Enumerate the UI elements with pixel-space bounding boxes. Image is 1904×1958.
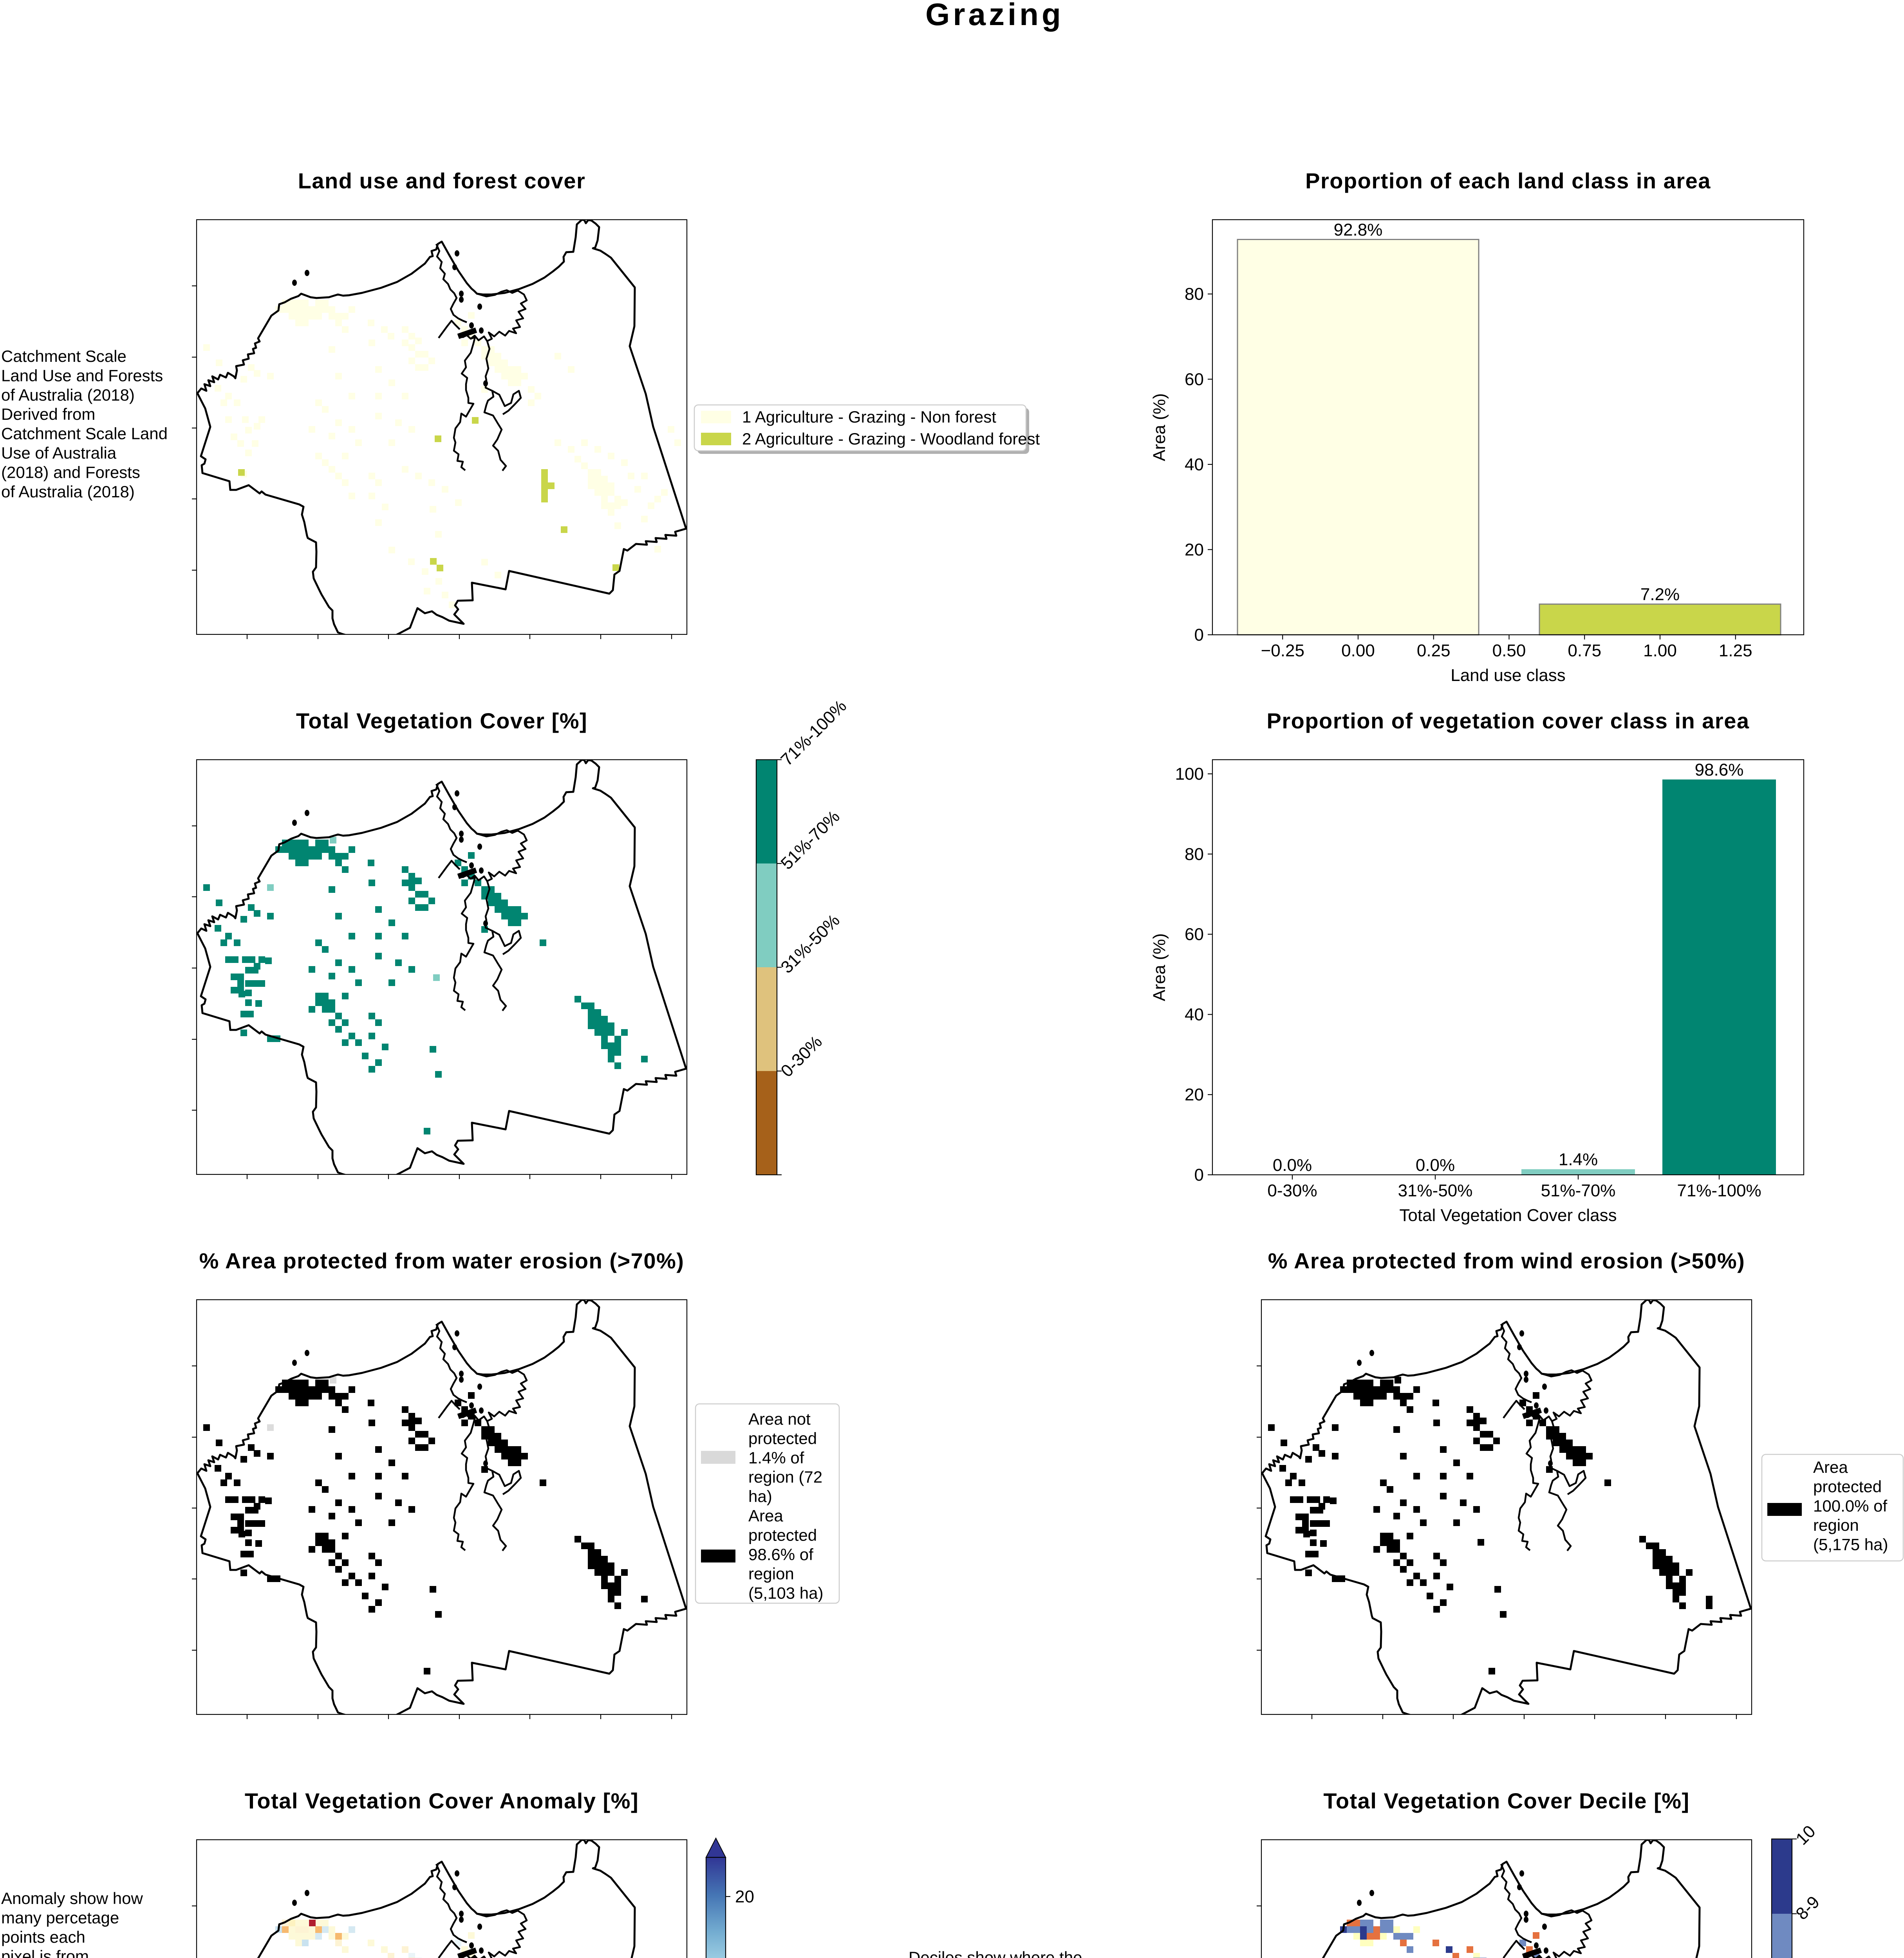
svg-text:20: 20 <box>1185 540 1204 559</box>
svg-text:Area: Area <box>748 1506 783 1525</box>
svg-text:40: 40 <box>1185 1005 1204 1024</box>
svg-text:Grazing: Grazing <box>925 0 1064 32</box>
svg-text:0.75: 0.75 <box>1568 641 1601 660</box>
svg-text:1.00: 1.00 <box>1643 641 1677 660</box>
svg-text:100: 100 <box>1175 764 1204 784</box>
svg-text:0.50: 0.50 <box>1492 641 1526 660</box>
svg-text:region: region <box>748 1564 794 1583</box>
svg-text:protected: protected <box>748 1429 817 1447</box>
svg-text:pixel is from: pixel is from <box>1 1947 89 1958</box>
svg-text:2 Agriculture - Grazing - Wood: 2 Agriculture - Grazing - Woodland fores… <box>742 430 1040 448</box>
svg-text:Area not: Area not <box>748 1410 811 1428</box>
svg-text:98.6% of: 98.6% of <box>748 1545 813 1564</box>
svg-text:0.00: 0.00 <box>1341 641 1375 660</box>
svg-text:Land use and forest cover: Land use and forest cover <box>298 168 586 193</box>
svg-text:% Area protected from water er: % Area protected from water erosion (>70… <box>199 1248 685 1273</box>
svg-text:(5,103 ha): (5,103 ha) <box>748 1584 823 1602</box>
svg-text:7.2%: 7.2% <box>1640 585 1680 604</box>
svg-text:protected: protected <box>748 1526 817 1544</box>
svg-text:20: 20 <box>1185 1085 1204 1104</box>
svg-text:Catchment Scale: Catchment Scale <box>1 347 126 365</box>
svg-text:Area: Area <box>1813 1458 1848 1476</box>
svg-text:Derived from: Derived from <box>1 405 95 423</box>
svg-text:Proportion of vegetation cover: Proportion of vegetation cover class in … <box>1266 708 1749 733</box>
svg-text:20: 20 <box>735 1887 754 1906</box>
svg-text:71%-100%: 71%-100% <box>1677 1181 1761 1200</box>
svg-text:Land use class: Land use class <box>1451 666 1566 685</box>
svg-text:of Australia (2018): of Australia (2018) <box>1 386 135 404</box>
svg-text:−0.25: −0.25 <box>1261 641 1304 660</box>
svg-text:Catchment Scale Land: Catchment Scale Land <box>1 424 168 443</box>
svg-text:ha): ha) <box>748 1487 772 1506</box>
svg-text:31%-50%: 31%-50% <box>1398 1181 1473 1200</box>
svg-text:51%-70%: 51%-70% <box>1541 1181 1616 1200</box>
svg-text:1.25: 1.25 <box>1719 641 1752 660</box>
svg-text:(2018) and Forests: (2018) and Forests <box>1 463 140 481</box>
svg-text:Deciles show where the: Deciles show where the <box>909 1948 1082 1958</box>
svg-text:92.8%: 92.8% <box>1334 220 1383 239</box>
svg-text:0-30%: 0-30% <box>1267 1181 1317 1200</box>
svg-text:Area (%): Area (%) <box>1150 933 1169 1001</box>
svg-text:(5,175 ha): (5,175 ha) <box>1813 1535 1888 1554</box>
svg-text:60: 60 <box>1185 370 1204 389</box>
svg-text:Total Vegetation Cover class: Total Vegetation Cover class <box>1399 1206 1617 1225</box>
svg-text:0: 0 <box>1194 625 1204 645</box>
svg-text:many percetage: many percetage <box>1 1908 119 1927</box>
svg-text:Use of Australia: Use of Australia <box>1 444 117 462</box>
svg-text:40: 40 <box>1185 455 1204 474</box>
svg-text:80: 80 <box>1185 845 1204 864</box>
svg-text:Anomaly show how: Anomaly show how <box>1 1889 143 1907</box>
svg-text:80: 80 <box>1185 285 1204 304</box>
svg-text:1.4% of: 1.4% of <box>748 1449 804 1467</box>
svg-text:Total Vegetation Cover [%]: Total Vegetation Cover [%] <box>296 708 587 733</box>
svg-text:Area (%): Area (%) <box>1150 393 1169 461</box>
svg-text:% Area protected from wind ero: % Area protected from wind erosion (>50%… <box>1268 1248 1745 1273</box>
svg-text:Proportion of each land class: Proportion of each land class in area <box>1305 168 1711 193</box>
svg-text:100.0% of: 100.0% of <box>1813 1497 1887 1515</box>
svg-text:1 Agriculture - Grazing - Non: 1 Agriculture - Grazing - Non forest <box>742 408 996 426</box>
svg-text:0: 0 <box>1194 1165 1204 1185</box>
svg-text:98.6%: 98.6% <box>1695 760 1744 779</box>
svg-text:60: 60 <box>1185 925 1204 944</box>
svg-text:0.0%: 0.0% <box>1273 1156 1312 1175</box>
svg-text:1.4%: 1.4% <box>1559 1150 1598 1169</box>
svg-text:points each: points each <box>1 1928 85 1946</box>
svg-text:of Australia (2018): of Australia (2018) <box>1 482 135 501</box>
svg-text:Land Use and Forests: Land Use and Forests <box>1 366 163 385</box>
svg-text:protected: protected <box>1813 1477 1882 1496</box>
svg-text:region (72: region (72 <box>748 1468 822 1486</box>
svg-text:0.25: 0.25 <box>1417 641 1451 660</box>
svg-text:0.0%: 0.0% <box>1416 1156 1455 1175</box>
svg-text:Total Vegetation Cover Decile: Total Vegetation Cover Decile [%] <box>1323 1788 1689 1813</box>
svg-text:Total Vegetation Cover Anomaly: Total Vegetation Cover Anomaly [%] <box>245 1788 639 1813</box>
svg-text:region: region <box>1813 1516 1859 1534</box>
